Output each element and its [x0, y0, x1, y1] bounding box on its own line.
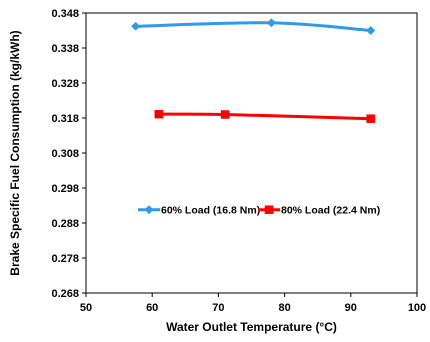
y-tick-label: 0.298	[51, 183, 79, 195]
x-tick-label: 80	[278, 302, 290, 314]
data-series	[131, 18, 376, 123]
legend-item-1: 60% Load (16.8 Nm)	[138, 205, 260, 217]
legend-label: 60% Load (16.8 Nm)	[161, 205, 260, 217]
y-tick-label: 0.278	[51, 253, 79, 265]
series-1	[131, 18, 376, 36]
data-point-marker	[131, 21, 141, 31]
y-tick-label: 0.288	[51, 218, 79, 230]
y-tick-label: 0.328	[51, 78, 79, 90]
x-tick-label: 90	[345, 302, 357, 314]
x-tick-label: 60	[146, 302, 158, 314]
legend-swatch-marker	[144, 205, 154, 215]
x-tick-label: 70	[212, 302, 224, 314]
y-axis-ticks: 0.268 0.278 0.288 0.298 0.308 0.318 0.328 0.338…	[51, 8, 86, 300]
y-tick-label: 0.348	[51, 8, 79, 20]
y-tick-label: 0.318	[51, 113, 79, 125]
legend-label: 80% Load (22.4 Nm)	[281, 205, 380, 217]
y-tick-label: 0.338	[51, 43, 79, 55]
data-point-marker	[220, 110, 230, 119]
x-tick-label: 100	[408, 302, 426, 314]
data-point-marker	[154, 109, 164, 119]
x-axis-title: Water Outlet Temperature (°C)	[166, 320, 337, 334]
y-tick-label: 0.308	[51, 148, 79, 160]
x-axis-ticks: 50 60 70 80 90 100	[80, 293, 426, 314]
legend-item-2: 80% Load (22.4 Nm)	[258, 205, 380, 217]
series-line	[158, 112, 371, 121]
legend-swatch-marker	[264, 205, 274, 214]
y-tick-label: 0.268	[51, 288, 79, 300]
data-point-marker	[366, 25, 376, 36]
data-point-marker	[266, 18, 276, 28]
x-tick-label: 50	[80, 302, 92, 314]
series-2	[154, 109, 375, 123]
data-point-marker	[366, 114, 375, 123]
y-axis-title: Brake Specific Fuel Consumption (kg/kWh)	[8, 30, 22, 275]
legend: 60% Load (16.8 Nm) 80% Load (22.4 Nm)	[138, 205, 380, 217]
